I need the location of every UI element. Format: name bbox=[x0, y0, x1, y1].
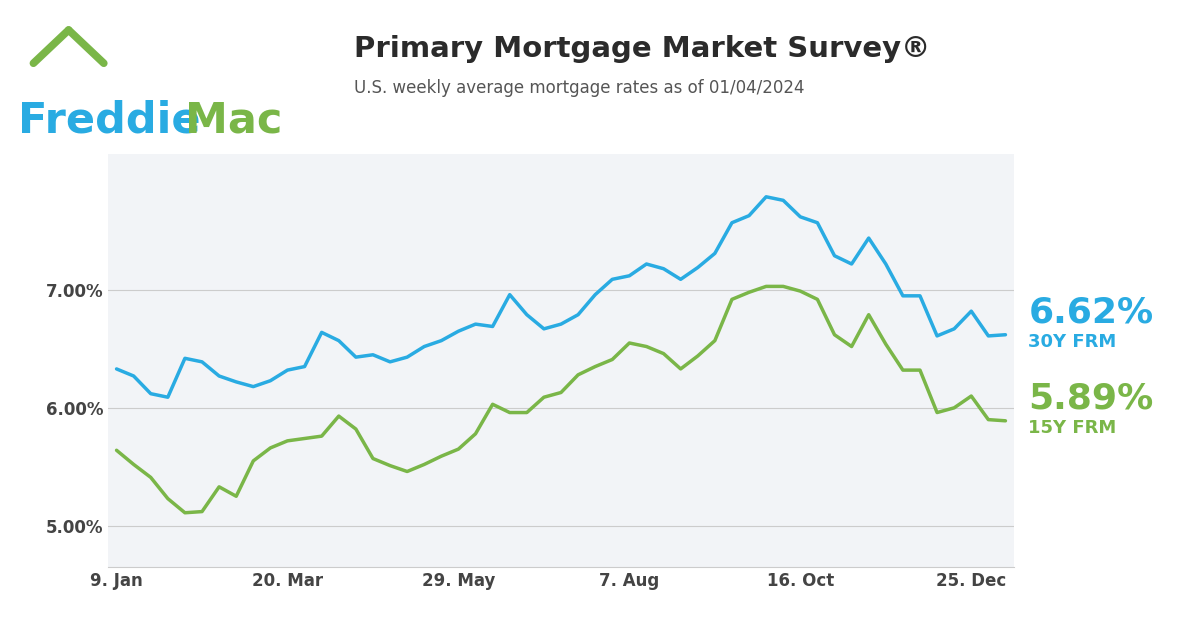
Text: 15Y FRM: 15Y FRM bbox=[1028, 420, 1117, 437]
Text: 30Y FRM: 30Y FRM bbox=[1028, 333, 1117, 352]
Text: U.S. weekly average mortgage rates as of 01/04/2024: U.S. weekly average mortgage rates as of… bbox=[354, 79, 804, 97]
Text: 5.89%: 5.89% bbox=[1028, 382, 1153, 416]
Text: 6.62%: 6.62% bbox=[1028, 295, 1153, 329]
Text: Freddie: Freddie bbox=[18, 100, 200, 141]
Text: Mac: Mac bbox=[185, 100, 282, 141]
Text: Primary Mortgage Market Survey®: Primary Mortgage Market Survey® bbox=[354, 35, 930, 62]
